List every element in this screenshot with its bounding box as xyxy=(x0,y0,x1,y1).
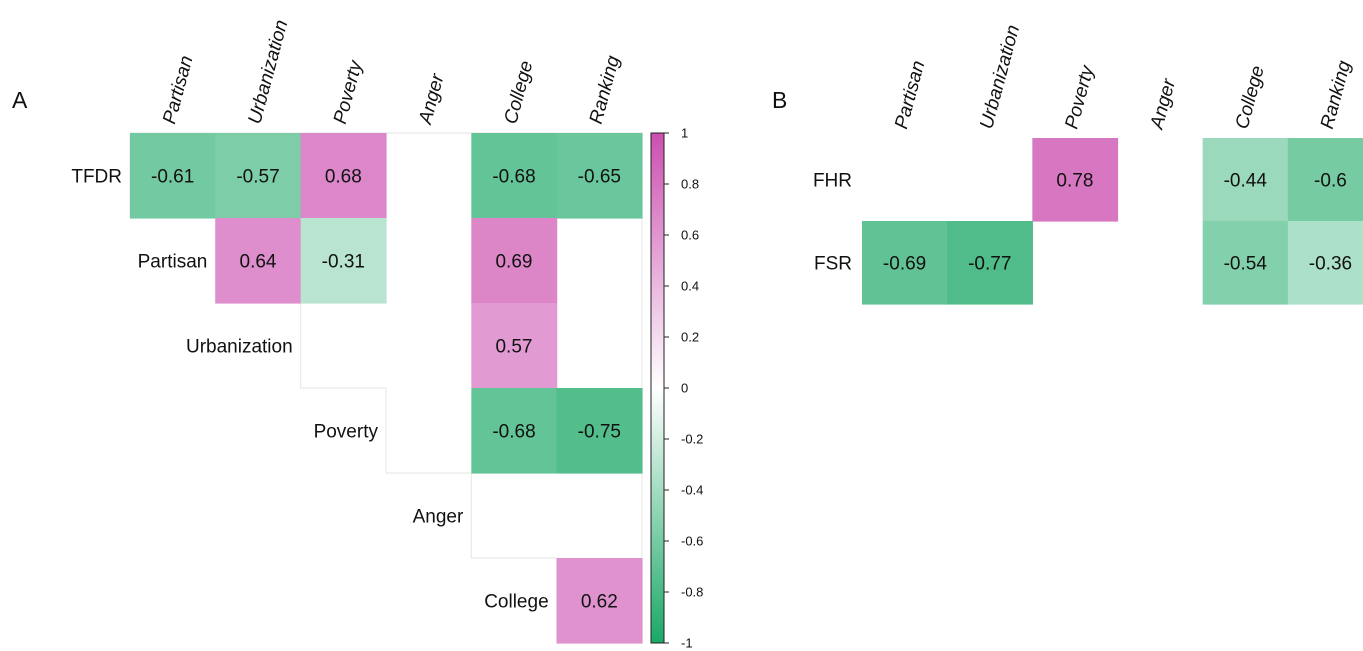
colorbar-tick-label: 0.2 xyxy=(681,330,699,345)
panel-a-cell-tfdr-partisan xyxy=(130,133,216,219)
panel-b-cell-fsr-college xyxy=(1202,221,1289,305)
panel-a-cell-value-tfdr-poverty: 0.68 xyxy=(325,167,362,188)
colorbar-tick-label: 0.4 xyxy=(681,279,699,294)
panel-a-column-label-anger: Anger xyxy=(415,71,449,127)
panel-b-cell-value-fsr-college: -0.54 xyxy=(1224,254,1268,275)
panel-a-cell-college-ranking xyxy=(556,558,643,644)
panel-a-cell-tfdr-college xyxy=(471,133,558,219)
panel-a-row-label-college: College xyxy=(484,592,548,613)
panel-a-cell-partisan-poverty xyxy=(300,218,387,304)
panel-a-cell-poverty-ranking xyxy=(556,388,643,474)
panel-a: A -0.61 -0.57 0.68 -0.68 -0.650.64 -0.31 0.690… xyxy=(12,18,703,651)
panel-b-cell-value-fsr-urbanization: -0.77 xyxy=(968,254,1011,275)
colorbar-gradient xyxy=(650,132,665,644)
panel-a-cell-partisan-college xyxy=(471,218,558,304)
panel-b-cell-value-fhr-college: -0.44 xyxy=(1224,171,1268,192)
panel-a-cell-tfdr-urbanization xyxy=(215,133,302,219)
panel-b-column-label-partisan: Partisan xyxy=(891,59,929,132)
colorbar-ticks: 1 0.8 0.6 0.4 0.2 0 -0.2 -0.4 -0.6 -0.8 -1 xyxy=(664,126,703,651)
colorbar-tick-label: -0.8 xyxy=(681,585,703,600)
panel-a-cell-tfdr-ranking xyxy=(556,133,643,219)
panel-b-column-label-anger: Anger xyxy=(1146,76,1180,132)
panel-b-row-label-fhr: FHR xyxy=(813,171,852,192)
panel-a-cell-value-tfdr-urbanization: -0.57 xyxy=(236,167,279,188)
panel-b: B 0.78 -0.44 -0.6-0.69 -0.77 -0.54 -0.36 FHRF… xyxy=(772,23,1363,305)
panel-b-cell-fsr-urbanization xyxy=(947,221,1033,305)
panel-a-cell-value-college-ranking: 0.62 xyxy=(581,592,618,613)
panel-a-cell-value-tfdr-college: -0.68 xyxy=(492,167,535,188)
panel-a-cell-partisan-urbanization xyxy=(215,218,302,304)
colorbar-tick-label: 0 xyxy=(681,381,688,396)
panel-a-letter: A xyxy=(12,87,28,113)
panel-a-cell-poverty-college xyxy=(471,388,558,474)
panel-a-cell-value-tfdr-partisan: -0.61 xyxy=(151,167,194,188)
panel-a-column-labels: Partisan Urbanization Poverty Anger College R… xyxy=(159,18,624,127)
panel-a-cell-value-urbanization-college: 0.57 xyxy=(495,337,532,358)
panel-a-row-label-partisan: Partisan xyxy=(138,252,208,273)
colorbar-tick-label: 0.8 xyxy=(681,177,699,192)
panel-a-column-label-ranking: Ranking xyxy=(586,53,624,126)
panel-b-cell-fsr-partisan xyxy=(862,221,948,305)
colorbar-tick-label: -0.6 xyxy=(681,534,703,549)
panel-b-column-label-college: College xyxy=(1232,64,1269,132)
panel-b-cell-value-fsr-partisan: -0.69 xyxy=(883,254,926,275)
panel-b-cell-value-fsr-ranking: -0.36 xyxy=(1309,254,1352,275)
panel-a-cell-value-tfdr-ranking: -0.65 xyxy=(578,167,621,188)
panel-b-row-label-fsr: FSR xyxy=(814,254,852,275)
panel-a-cell-value-partisan-urbanization: 0.64 xyxy=(240,252,277,273)
panel-a-row-label-tfdr: TFDR xyxy=(71,167,122,188)
panel-a-cell-tfdr-poverty xyxy=(300,133,387,219)
panel-a-row-label-poverty: Poverty xyxy=(314,422,379,443)
panel-b-cells: 0.78 -0.44 -0.6 -0.69 -0.77 -0.54 -0.36 xyxy=(862,138,1363,305)
panel-b-cell-value-fhr-ranking: -0.6 xyxy=(1314,171,1347,192)
colorbar-tick-label: -0.4 xyxy=(681,483,703,498)
panel-a-cell-value-poverty-ranking: -0.75 xyxy=(578,422,621,443)
panel-a-cell-value-partisan-poverty: -0.31 xyxy=(322,252,365,273)
panel-b-row-labels: FHR FSR xyxy=(813,171,852,275)
panel-a-row-labels: TFDR Partisan Urbanization Poverty Anger Coll… xyxy=(71,167,548,613)
colorbar: 1 0.8 0.6 0.4 0.2 0 -0.2 -0.4 -0.6 -0.8 -1 xyxy=(650,126,703,651)
panel-b-column-label-ranking: Ranking xyxy=(1317,58,1355,131)
panel-a-cells: -0.61 -0.57 0.68 -0.68 -0.65 0.64 -0.31 0.69 0.5… xyxy=(130,133,643,644)
panel-a-column-label-partisan: Partisan xyxy=(159,54,197,127)
panel-a-column-label-urbanization: Urbanization xyxy=(245,18,293,126)
panel-b-cell-fsr-ranking xyxy=(1287,221,1363,305)
panel-a-cell-value-partisan-college: 0.69 xyxy=(495,252,532,273)
panel-b-cell-fhr-poverty xyxy=(1032,138,1119,222)
panel-a-row-label-urbanization: Urbanization xyxy=(186,337,293,358)
panel-a-cell-urbanization-college xyxy=(471,303,558,389)
panel-b-column-labels: Partisan Urbanization Poverty Anger College R… xyxy=(891,23,1355,132)
colorbar-tick-label: -0.2 xyxy=(681,432,703,447)
panel-a-column-label-poverty: Poverty xyxy=(330,57,367,126)
panel-b-cell-value-fhr-poverty: 0.78 xyxy=(1056,171,1093,192)
panel-a-row-label-anger: Anger xyxy=(413,507,464,528)
panel-a-cell-value-poverty-college: -0.68 xyxy=(492,422,535,443)
panel-b-column-label-urbanization: Urbanization xyxy=(976,23,1024,131)
panel-b-letter: B xyxy=(772,87,787,113)
panel-b-cell-fhr-college xyxy=(1202,138,1289,222)
panel-a-column-label-college: College xyxy=(501,59,538,127)
panel-b-cell-fhr-ranking xyxy=(1287,138,1363,222)
panel-b-column-label-poverty: Poverty xyxy=(1061,62,1098,131)
colorbar-tick-label: -1 xyxy=(681,636,693,651)
colorbar-tick-label: 1 xyxy=(681,126,688,141)
colorbar-tick-label: 0.6 xyxy=(681,228,699,243)
